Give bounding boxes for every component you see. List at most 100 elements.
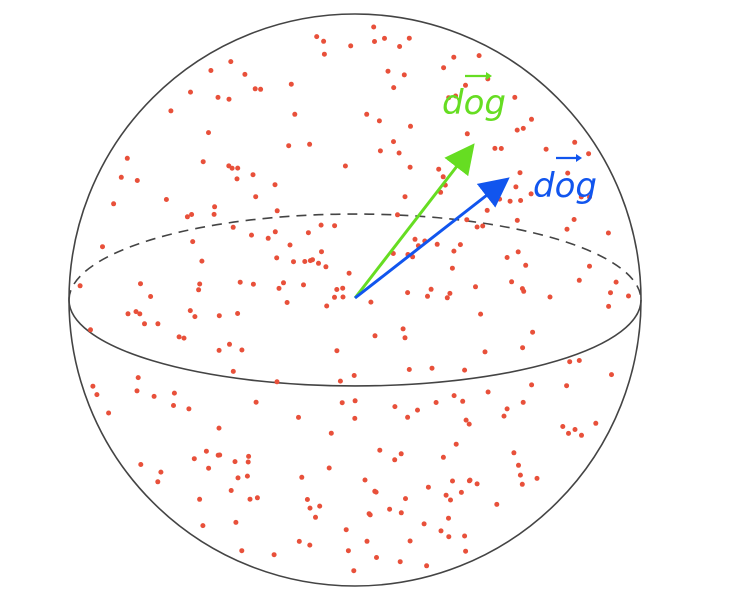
point [576, 277, 582, 283]
point [494, 501, 500, 507]
point [587, 263, 592, 269]
point [276, 285, 282, 291]
point [398, 451, 404, 457]
point [125, 311, 131, 317]
point [463, 82, 468, 88]
point [567, 359, 573, 365]
point [433, 400, 439, 405]
point [428, 286, 434, 292]
point [348, 43, 354, 49]
point [405, 414, 411, 420]
point [392, 404, 398, 410]
point [560, 424, 566, 429]
point [364, 111, 370, 117]
point [453, 93, 459, 99]
point [216, 425, 222, 431]
point [235, 475, 241, 481]
point [497, 196, 503, 202]
point [626, 293, 631, 299]
point [466, 421, 472, 427]
point [613, 279, 619, 285]
point [305, 230, 311, 236]
point [274, 208, 280, 214]
point [138, 462, 144, 467]
point [217, 452, 223, 458]
point [230, 368, 236, 374]
point [216, 347, 222, 353]
point [517, 472, 523, 478]
point [286, 143, 292, 149]
point [302, 259, 308, 264]
point [579, 432, 584, 438]
point [124, 155, 130, 161]
point [576, 358, 582, 363]
point [316, 260, 321, 266]
point [515, 249, 521, 255]
point [230, 224, 236, 230]
point [340, 294, 346, 300]
point [571, 217, 577, 222]
point [391, 85, 397, 91]
point [440, 174, 446, 180]
point [482, 349, 488, 355]
point [443, 492, 449, 498]
point [441, 65, 447, 71]
point [226, 163, 232, 169]
point [464, 131, 470, 137]
point [514, 127, 520, 133]
point [528, 191, 534, 197]
point [88, 327, 93, 333]
point [397, 559, 403, 565]
point [460, 398, 466, 404]
point [352, 398, 358, 404]
point [424, 563, 430, 569]
point [425, 484, 431, 490]
point [321, 51, 327, 57]
point [518, 198, 524, 203]
point [208, 68, 214, 73]
point [181, 335, 187, 341]
point [498, 146, 504, 151]
point [274, 255, 280, 261]
point [462, 161, 468, 167]
point [191, 456, 197, 462]
point [438, 528, 444, 534]
point [464, 217, 470, 223]
point [239, 347, 245, 353]
point [188, 89, 193, 95]
point [458, 489, 464, 495]
point [299, 474, 305, 480]
point [513, 184, 519, 190]
point [171, 403, 176, 408]
point [385, 68, 391, 74]
point [332, 294, 337, 300]
point [206, 130, 211, 136]
point [398, 510, 404, 516]
point [310, 257, 315, 263]
vector-green-label: dog [442, 72, 506, 123]
point [246, 453, 252, 459]
point [319, 249, 324, 255]
point [134, 178, 140, 183]
point [474, 481, 480, 487]
point [447, 290, 453, 296]
point [265, 235, 271, 241]
point [235, 165, 241, 171]
point [171, 390, 177, 396]
point [328, 430, 334, 436]
point [377, 447, 383, 453]
point [520, 399, 526, 405]
point [578, 194, 584, 200]
point [307, 141, 313, 147]
point [244, 473, 250, 479]
point [249, 232, 254, 238]
point [324, 303, 330, 309]
point [484, 207, 490, 213]
point [206, 465, 212, 471]
point [232, 459, 238, 465]
point [313, 514, 318, 520]
point [534, 475, 540, 481]
point [372, 39, 377, 44]
point [367, 512, 373, 518]
